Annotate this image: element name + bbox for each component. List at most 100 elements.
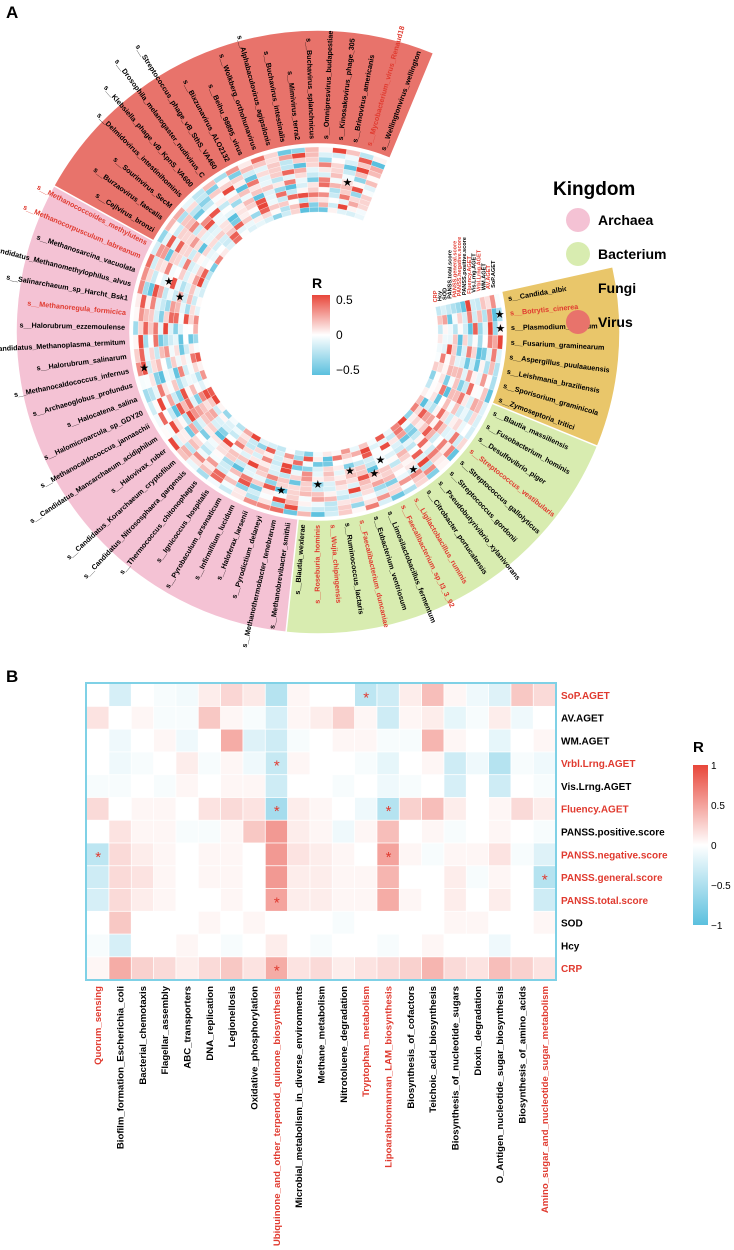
heat-cell (176, 752, 198, 775)
heat-cell (265, 775, 288, 798)
heat-cell (466, 866, 489, 889)
ring-cell (323, 495, 338, 503)
heat-cell (243, 843, 265, 866)
heat-cell (444, 797, 466, 820)
heat-cell (355, 866, 377, 889)
heat-cell (87, 911, 109, 934)
ring-label: Vrbl.Lrng.AGET (477, 249, 483, 291)
heat-cell (332, 775, 355, 798)
heat-cell (377, 797, 399, 820)
heat-cell (131, 911, 154, 934)
ring-label: PANSS.total.score (447, 250, 453, 299)
ring-cell (172, 323, 179, 335)
ring-cell (177, 334, 184, 345)
heat-cell (377, 729, 399, 752)
heat-cell (176, 957, 198, 980)
heat-cell (243, 888, 265, 911)
legend-swatch-virus (566, 310, 590, 334)
ring-cell (323, 480, 336, 488)
heat-cell (265, 888, 288, 911)
heat-cell (355, 797, 377, 820)
row-label: PANSS.total.score (561, 896, 648, 907)
heat-cell (221, 911, 243, 934)
ring-cell (462, 334, 469, 347)
ring-cell (477, 322, 484, 336)
ring-cell (323, 490, 337, 498)
ring-star: ★ (164, 276, 174, 288)
ring-cell (318, 201, 329, 208)
heat-cell (511, 866, 533, 889)
heat-cell (221, 934, 243, 957)
heat-cell (265, 752, 288, 775)
heat-cell (265, 729, 288, 752)
heat-cell (310, 957, 332, 980)
ring-cell (193, 314, 200, 325)
heat-cell (399, 775, 422, 798)
ring-cell (437, 324, 444, 335)
heat-cell (533, 911, 556, 934)
heat-cell (131, 888, 154, 911)
heat-cell (154, 911, 176, 934)
ring-cell (132, 334, 139, 350)
heat-cell (377, 752, 399, 775)
ring-cell (318, 161, 332, 168)
ring-cell (299, 485, 313, 493)
ring-cell (324, 510, 339, 518)
ring-cell (472, 334, 479, 348)
heat-cell (377, 843, 399, 866)
heat-cell (399, 797, 422, 820)
heat-cell (466, 752, 489, 775)
ring-label: WM.AGET (481, 263, 487, 291)
heat-cell (355, 775, 377, 798)
heat-cell (265, 934, 288, 957)
ring-label: Fluency.AGET (467, 255, 473, 293)
row-label: PANSS.negative.score (561, 850, 668, 861)
heat-cell (399, 911, 422, 934)
heat-cell (243, 934, 265, 957)
heat-cell (355, 684, 377, 706)
ring-cell (300, 475, 313, 483)
ring-star: ★ (139, 363, 149, 375)
heat-cell (399, 729, 422, 752)
column-label: Bacterial_chemotaxis (138, 986, 149, 1085)
heat-cell (533, 797, 556, 820)
column-label: DNA_replication (205, 986, 216, 1061)
ring-cell (307, 191, 319, 198)
heat-cell (243, 684, 265, 706)
colorbar-a-title: R (312, 275, 322, 291)
ring-star: ★ (276, 485, 286, 497)
colorbar-a-bar (312, 295, 330, 375)
kingdom-band-bacterium (279, 402, 599, 635)
heat-cell (87, 752, 109, 775)
heat-cell (422, 934, 444, 957)
heat-cell (87, 934, 109, 957)
heat-cell (377, 706, 399, 729)
heat-cell (511, 888, 533, 911)
heat-cell (444, 684, 466, 706)
heat-cell (176, 729, 198, 752)
ring-cell (152, 334, 159, 348)
ring-cell (192, 333, 199, 344)
ring-cell (482, 334, 489, 349)
heat-cell (131, 684, 154, 706)
ring-label: SOD (443, 288, 449, 300)
ring-cell (172, 334, 179, 346)
heat-cell (310, 911, 332, 934)
ring-cell (318, 156, 333, 163)
ring-cell (157, 322, 164, 335)
heat-cell (154, 888, 176, 911)
heat-cell (109, 957, 131, 980)
ring-cell (192, 324, 199, 335)
ring-star: ★ (408, 464, 418, 476)
heat-cell (422, 911, 444, 934)
heat-cell (87, 775, 109, 798)
ring-cell (467, 322, 474, 335)
heat-cell (87, 820, 109, 843)
heat-cell (399, 888, 422, 911)
heat-cell (109, 775, 131, 798)
ring-cell (137, 334, 144, 349)
heat-cell (377, 957, 399, 980)
ring-cell (312, 471, 324, 478)
heat-cell (444, 775, 466, 798)
